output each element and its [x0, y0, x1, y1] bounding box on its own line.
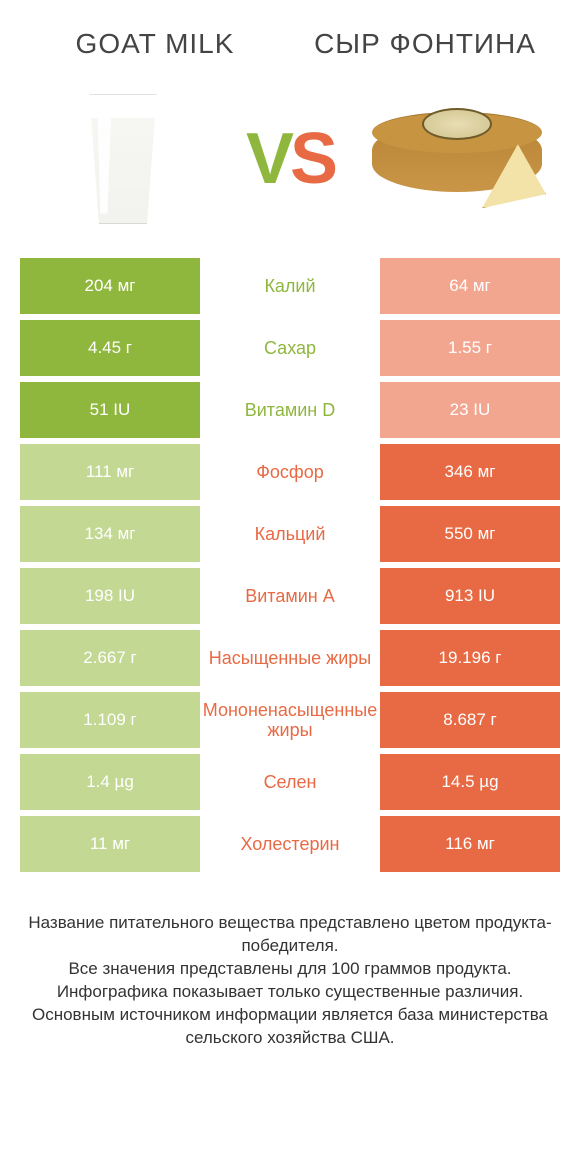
- table-row: 134 мгКальций550 мг: [20, 506, 560, 562]
- right-value-cell: 550 мг: [380, 506, 560, 562]
- comparison-table: 204 мгКалий64 мг4.45 гСахар1.55 г51 IUВи…: [20, 258, 560, 872]
- nutrient-label-cell: Кальций: [200, 506, 380, 562]
- table-row: 198 IUВитамин A913 IU: [20, 568, 560, 624]
- footer-line: Основным источником информации является …: [20, 1004, 560, 1050]
- nutrient-label-cell: Фосфор: [200, 444, 380, 500]
- left-value-cell: 111 мг: [20, 444, 200, 500]
- table-row: 11 мгХолестерин116 мг: [20, 816, 560, 872]
- right-value-cell: 23 IU: [380, 382, 560, 438]
- nutrient-label-cell: Калий: [200, 258, 380, 314]
- table-row: 1.109 гМононенасыщенные жиры8.687 г: [20, 692, 560, 748]
- vs-v: V: [246, 118, 290, 200]
- nutrient-label-cell: Мононенасыщенные жиры: [200, 692, 380, 748]
- left-value-cell: 4.45 г: [20, 320, 200, 376]
- left-product-title: GOAT MILK: [20, 28, 290, 60]
- table-row: 51 IUВитамин D23 IU: [20, 382, 560, 438]
- milk-glass-icon: [83, 94, 163, 224]
- nutrient-label-cell: Сахар: [200, 320, 380, 376]
- cheese-wheel-icon: [372, 104, 542, 214]
- left-product-image: [20, 94, 226, 224]
- nutrient-label-cell: Витамин D: [200, 382, 380, 438]
- table-row: 111 мгФосфор346 мг: [20, 444, 560, 500]
- right-value-cell: 14.5 µg: [380, 754, 560, 810]
- footer-line: Инфографика показывает только существенн…: [20, 981, 560, 1004]
- right-value-cell: 1.55 г: [380, 320, 560, 376]
- vs-row: VS: [0, 70, 580, 258]
- left-value-cell: 134 мг: [20, 506, 200, 562]
- right-value-cell: 19.196 г: [380, 630, 560, 686]
- left-value-cell: 1.4 µg: [20, 754, 200, 810]
- right-value-cell: 64 мг: [380, 258, 560, 314]
- nutrient-label-cell: Витамин A: [200, 568, 380, 624]
- left-value-cell: 1.109 г: [20, 692, 200, 748]
- footer-line: Название питательного вещества представл…: [20, 912, 560, 958]
- left-value-cell: 198 IU: [20, 568, 200, 624]
- vs-s: S: [290, 118, 334, 200]
- table-row: 1.4 µgСелен14.5 µg: [20, 754, 560, 810]
- left-value-cell: 51 IU: [20, 382, 200, 438]
- right-product-image: [354, 104, 560, 214]
- right-value-cell: 8.687 г: [380, 692, 560, 748]
- left-value-cell: 11 мг: [20, 816, 200, 872]
- table-row: 4.45 гСахар1.55 г: [20, 320, 560, 376]
- vs-label: VS: [246, 118, 334, 200]
- table-row: 2.667 гНасыщенные жиры19.196 г: [20, 630, 560, 686]
- right-product-title: СЫР ФОНТИНА: [290, 28, 560, 60]
- nutrient-label-cell: Насыщенные жиры: [200, 630, 380, 686]
- right-value-cell: 116 мг: [380, 816, 560, 872]
- footer-line: Все значения представлены для 100 граммо…: [20, 958, 560, 981]
- nutrient-label-cell: Селен: [200, 754, 380, 810]
- right-value-cell: 346 мг: [380, 444, 560, 500]
- table-row: 204 мгКалий64 мг: [20, 258, 560, 314]
- footer-notes: Название питательного вещества представл…: [20, 912, 560, 1050]
- nutrient-label-cell: Холестерин: [200, 816, 380, 872]
- header: GOAT MILK СЫР ФОНТИНА: [0, 0, 580, 70]
- left-value-cell: 2.667 г: [20, 630, 200, 686]
- right-value-cell: 913 IU: [380, 568, 560, 624]
- left-value-cell: 204 мг: [20, 258, 200, 314]
